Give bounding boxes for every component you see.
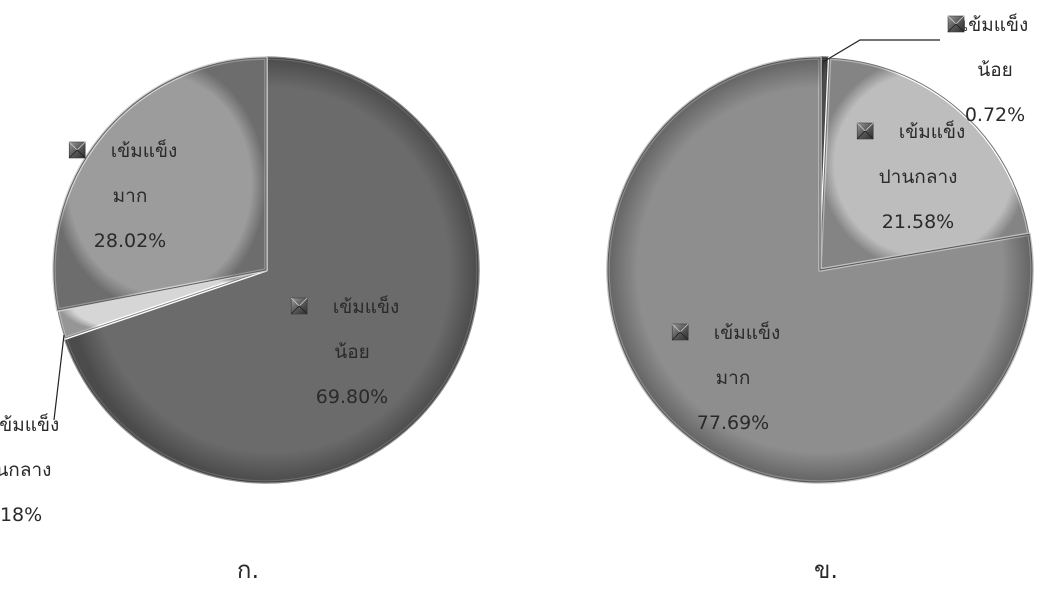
chart-2-slice-1-legend-marker	[947, 15, 965, 33]
chart-2-slice-3-legend-marker	[671, 323, 689, 341]
chart-2-caption: ข.	[814, 556, 838, 584]
chart-2-slice-1-label-line-2: น้อย	[977, 59, 1013, 81]
chart-2-slice-2-value-label: 21.58%	[882, 211, 954, 233]
chart-1-slice-2-label-line-2: ปานกลาง	[0, 459, 51, 481]
chart-2-leader-line-1	[822, 39, 940, 63]
chart-2-slice-2-label-line-2: ปานกลาง	[879, 166, 958, 188]
chart-2-slice-3-label-line-2: มาก	[716, 367, 751, 389]
chart-2-slice-1-label-line-1: เข้มแข็ง	[962, 12, 1029, 36]
chart-2-slice-3-label-line-1: เข้มแข็ง	[714, 320, 781, 344]
chart-1-leader-line-2	[53, 334, 65, 421]
chart-1-slice-1-label-line-1: เข้มแข็ง	[333, 294, 400, 318]
chart-1-slice-3-label-line-1: เข้มแข็ง	[111, 138, 178, 162]
chart-1-slice-1-value-label: 69.80%	[316, 386, 388, 408]
chart-2-slice-1-value-label: 0.72%	[965, 104, 1025, 126]
chart-2-slice-2-label-line-1: เข้มแข็ง	[899, 119, 966, 143]
chart-1-slice-2-label-line-1: เข้มแข็ง	[0, 412, 59, 436]
chart-1-slice-3	[52, 56, 268, 312]
chart-2-slice-2	[818, 56, 1031, 272]
chart-2-slice-3-value-label: 77.69%	[697, 412, 769, 434]
chart-2-slice-2-legend-marker	[856, 122, 874, 140]
chart-1-slice-3-value-label: 28.02%	[94, 230, 166, 252]
chart-1-slice-3-label-line-2: มาก	[113, 185, 148, 207]
chart-1-caption: ก.	[237, 556, 259, 584]
chart-1-slice-1-label-line-2: น้อย	[334, 341, 370, 363]
chart-2-slice-3	[606, 56, 1034, 484]
chart-1-slice-1-legend-marker	[290, 297, 308, 315]
chart-1-slice-2-value-label: 2.18%	[0, 504, 42, 526]
chart-1-slice-3-legend-marker	[68, 141, 86, 159]
chart-1-slice-1	[63, 56, 480, 484]
